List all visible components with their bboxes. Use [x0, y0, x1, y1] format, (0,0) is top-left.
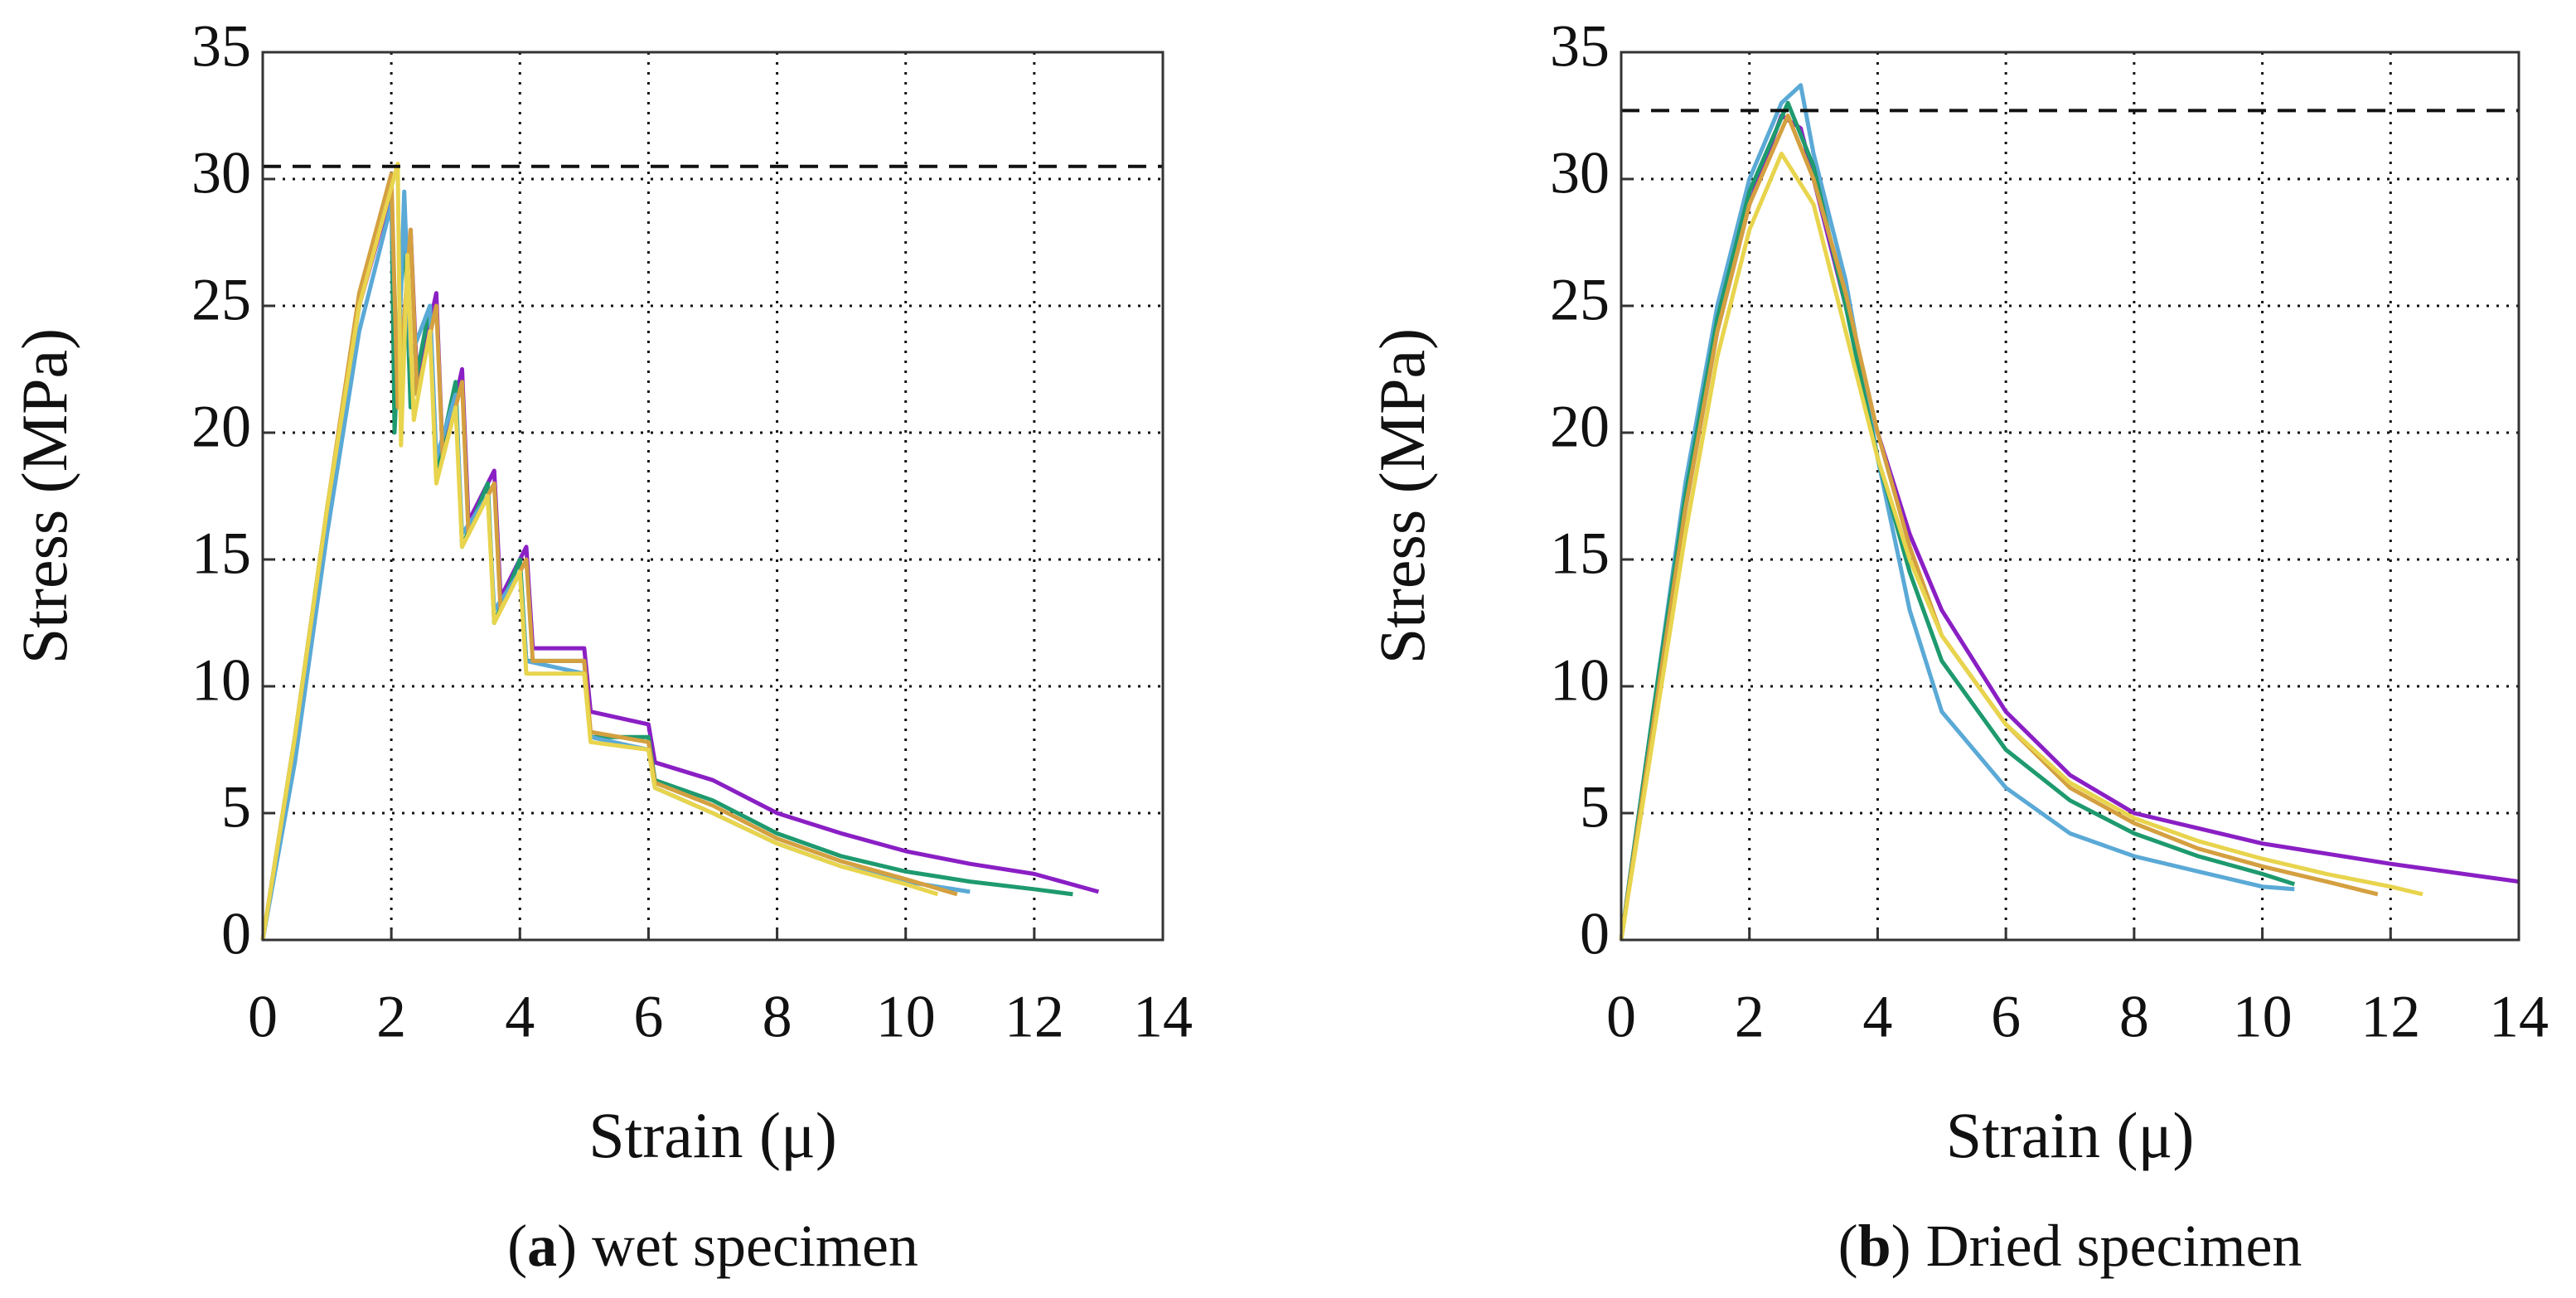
x-tick-label: 4	[505, 984, 535, 1050]
y-tick-label: 5	[1580, 774, 1610, 840]
y-tick-label: 35	[191, 13, 251, 80]
y-tick-label: 30	[191, 140, 251, 206]
y-axis-label: Stress (MPa)	[1366, 328, 1438, 664]
caption-part: b	[1858, 1213, 1891, 1279]
series-line	[260, 189, 971, 941]
series-line	[260, 172, 958, 941]
x-tick-label: 8	[2119, 984, 2149, 1050]
y-tick-label: 15	[191, 521, 251, 587]
x-tick-label: 8	[763, 984, 792, 1050]
series-line	[1619, 151, 2423, 941]
x-tick-label: 10	[2233, 984, 2293, 1050]
caption-part: ) Dried specimen	[1891, 1213, 2302, 1279]
series-line	[1619, 114, 2379, 941]
caption: (a) wet specimen	[507, 1213, 918, 1279]
x-tick-label: 14	[1133, 984, 1193, 1050]
y-tick-label: 10	[1550, 647, 1610, 714]
series-line	[260, 189, 1100, 941]
y-tick-label: 10	[191, 647, 251, 714]
y-tick-label: 20	[191, 394, 251, 460]
y-tick-label: 5	[221, 774, 251, 840]
y-tick-label: 20	[1550, 394, 1610, 460]
chart: 0 5 10 15 20 25 30 35 0 2 4 6 8 10 12 14 Strain (μ) Stres…	[1366, 13, 2549, 1279]
caption-part: (	[1838, 1213, 1858, 1279]
x-tick-label: 0	[1606, 984, 1636, 1050]
series-line	[1619, 114, 2520, 941]
x-tick-label: 12	[2361, 984, 2420, 1050]
caption: (b) Dried specimen	[1838, 1213, 2302, 1279]
series-line	[260, 162, 939, 941]
x-axis-label: Strain (μ)	[588, 1099, 837, 1171]
x-tick-label: 12	[1005, 984, 1064, 1050]
y-tick-label: 0	[221, 901, 251, 967]
x-tick-label: 6	[1991, 984, 2021, 1050]
caption-part: ) wet specimen	[557, 1213, 918, 1279]
chart: 0 5 10 15 20 25 30 35 0 2 4 6 8 10 12 14 Strain (μ) Stres…	[8, 13, 1193, 1279]
y-tick-label: 30	[1550, 140, 1610, 206]
series-line	[1619, 100, 2296, 941]
y-tick-label: 15	[1550, 521, 1610, 587]
series-line	[1619, 83, 2295, 941]
x-tick-label: 2	[1735, 984, 1765, 1050]
x-axis-label: Strain (μ)	[1946, 1099, 2195, 1171]
x-tick-label: 6	[633, 984, 663, 1050]
x-tick-label: 10	[876, 984, 936, 1050]
x-tick-label: 4	[1862, 984, 1892, 1050]
y-axis-label: Stress (MPa)	[8, 328, 80, 664]
y-tick-label: 35	[1550, 13, 1610, 80]
y-tick-label: 25	[1550, 267, 1610, 333]
caption-part: (	[507, 1213, 527, 1279]
x-tick-label: 2	[376, 984, 406, 1050]
plot-frame	[1620, 51, 2520, 942]
caption-part: a	[527, 1213, 557, 1279]
plot-frame	[261, 51, 1165, 942]
x-tick-label: 14	[2489, 984, 2549, 1050]
y-tick-label: 0	[1580, 901, 1610, 967]
y-tick-label: 25	[191, 267, 251, 333]
x-tick-label: 0	[248, 984, 278, 1050]
